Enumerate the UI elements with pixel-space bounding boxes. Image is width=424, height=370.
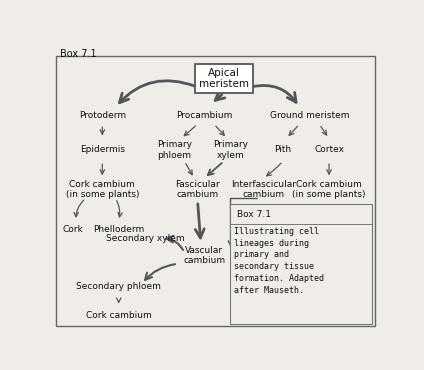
Text: Primary
phloem: Primary phloem (157, 140, 192, 159)
Text: Cork cambium
(in some plants): Cork cambium (in some plants) (66, 180, 139, 199)
Text: Protoderm: Protoderm (79, 111, 126, 120)
Text: Cortex: Cortex (314, 145, 344, 154)
Text: Primary
xylem: Primary xylem (213, 140, 248, 159)
Text: Procambium: Procambium (176, 111, 232, 120)
Text: Vascular
cambium: Vascular cambium (183, 246, 225, 265)
Text: Apical
meristem: Apical meristem (199, 68, 249, 90)
Text: Fascicular
cambium: Fascicular cambium (175, 180, 220, 199)
Text: Secondary phloem: Secondary phloem (76, 282, 161, 291)
Text: Phelloderm: Phelloderm (93, 225, 144, 234)
Text: Interfascicular
cambium: Interfascicular cambium (231, 180, 296, 199)
Text: Box 7.1: Box 7.1 (237, 210, 271, 219)
Text: Box 7.1: Box 7.1 (59, 49, 96, 59)
Text: Secondary xylem: Secondary xylem (106, 233, 184, 243)
FancyBboxPatch shape (231, 204, 372, 324)
Text: Illustrating cell
lineages during
primary and
secondary tissue
formation. Adapte: Illustrating cell lineages during primar… (234, 227, 324, 295)
Text: Epidermis: Epidermis (80, 145, 125, 154)
Text: Cork cambium: Cork cambium (86, 310, 152, 320)
Text: Pith: Pith (274, 145, 292, 154)
Text: Cork: Cork (62, 225, 83, 234)
Text: Cork cambium
(in some plants): Cork cambium (in some plants) (292, 180, 366, 199)
Text: Ground meristem: Ground meristem (270, 111, 349, 120)
